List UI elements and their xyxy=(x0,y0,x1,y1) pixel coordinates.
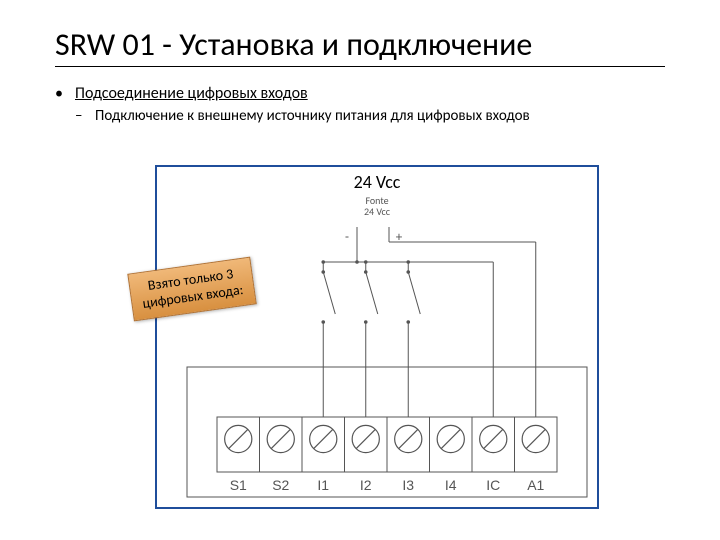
svg-text:I1: I1 xyxy=(317,477,329,493)
bullet-text: Подсоединение цифровых входов xyxy=(75,84,308,103)
svg-text:IC: IC xyxy=(486,477,500,493)
diagram-svg: S1 S2 I1 I2 I3 I4 IC A1 - + xyxy=(157,167,597,507)
svg-text:I3: I3 xyxy=(402,477,414,493)
svg-text:S2: S2 xyxy=(272,477,289,493)
bullet-main: Подсоединение цифровых входов xyxy=(55,84,720,103)
svg-text:I2: I2 xyxy=(360,477,372,493)
page-title: SRW 01 - Установка и подключение xyxy=(55,25,665,67)
svg-text:S1: S1 xyxy=(230,477,247,493)
sub-bullet: Подключение к внешнему источнику питания… xyxy=(55,107,720,125)
svg-text:I4: I4 xyxy=(445,477,457,493)
svg-text:-: - xyxy=(345,230,349,245)
bullet-list: Подсоединение цифровых входов Подключени… xyxy=(55,84,720,125)
svg-text:+: + xyxy=(396,230,403,245)
svg-text:A1: A1 xyxy=(527,477,544,493)
wiring-diagram: 24 Vcc Fonte 24 Vcc S1S2I1I2I3I4ICA1-+ xyxy=(155,165,599,509)
